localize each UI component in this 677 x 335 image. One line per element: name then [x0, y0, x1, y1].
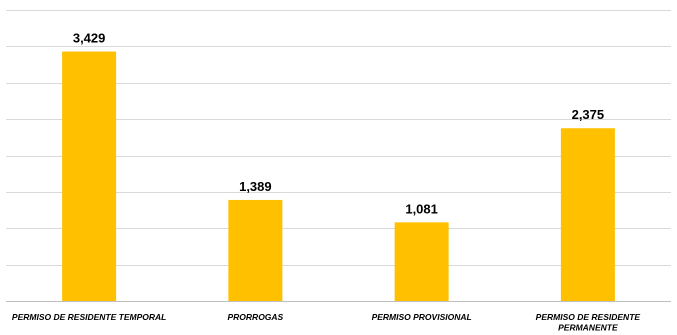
bar-2 [228, 199, 283, 301]
data-label-1: 3,429 [73, 31, 106, 46]
category-label-3: PERMISO PROVISIONAL [372, 312, 472, 322]
bar-4 [560, 128, 615, 301]
bars [62, 51, 615, 301]
category-labels: PERMISO DE RESIDENTE TEMPORAL PRORROGAS PE… [12, 312, 640, 333]
data-label-3: 1,081 [405, 201, 438, 216]
bar-1 [62, 51, 117, 301]
gridlines [6, 10, 671, 302]
category-label-4-line-1: PERMISO DE RESIDENTE [536, 312, 641, 322]
data-labels: 3,429 1,389 1,081 2,375 [73, 31, 604, 217]
bar-3 [394, 222, 449, 301]
data-label-4: 2,375 [572, 107, 605, 122]
data-label-2: 1,389 [239, 179, 272, 194]
category-label-2: PRORROGAS [228, 312, 284, 322]
category-label-4-line-2: PERMANENTE [558, 323, 618, 333]
category-label-1: PERMISO DE RESIDENTE TEMPORAL [12, 312, 166, 322]
